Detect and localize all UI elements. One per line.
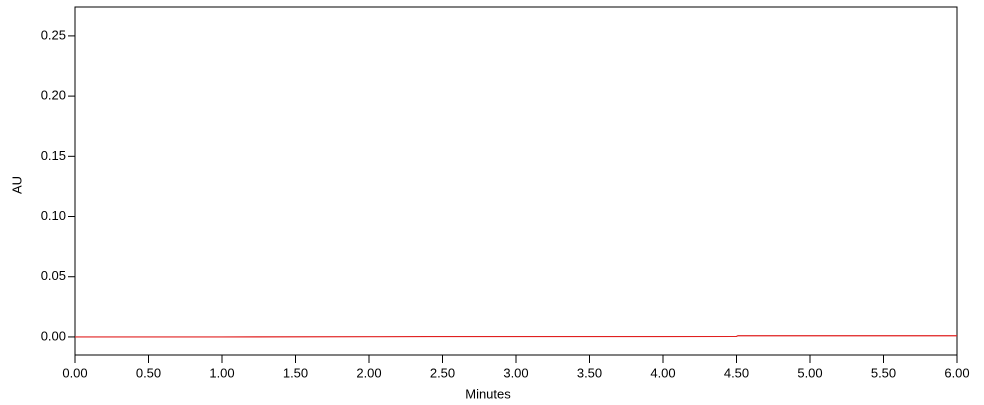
y-tick-label: 0.15 <box>41 148 66 163</box>
x-tick-label: 3.00 <box>503 365 528 380</box>
x-tick-label: 0.50 <box>136 365 161 380</box>
x-tick-label: 5.00 <box>797 365 822 380</box>
y-axis-label: AU <box>9 176 24 194</box>
y-tick-label: 0.10 <box>41 208 66 223</box>
x-tick-label: 0.00 <box>62 365 87 380</box>
y-tick-label: 0.20 <box>41 88 66 103</box>
x-tick-label: 4.50 <box>724 365 749 380</box>
x-tick-label: 1.00 <box>209 365 234 380</box>
x-tick-label: 1.50 <box>283 365 308 380</box>
x-tick-label: 3.50 <box>577 365 602 380</box>
x-tick-label: 2.00 <box>356 365 381 380</box>
x-tick-label: 2.50 <box>430 365 455 380</box>
data-line <box>75 335 957 338</box>
plot-frame <box>74 6 958 356</box>
x-axis-label: Minutes <box>465 386 511 401</box>
y-tick-label: 0.25 <box>41 27 66 42</box>
x-tick-label: 4.00 <box>650 365 675 380</box>
x-tick-label: 5.50 <box>871 365 896 380</box>
x-tick-label: 6.00 <box>944 365 969 380</box>
y-tick-label: 0.00 <box>41 328 66 343</box>
y-tick-label: 0.05 <box>41 268 66 283</box>
